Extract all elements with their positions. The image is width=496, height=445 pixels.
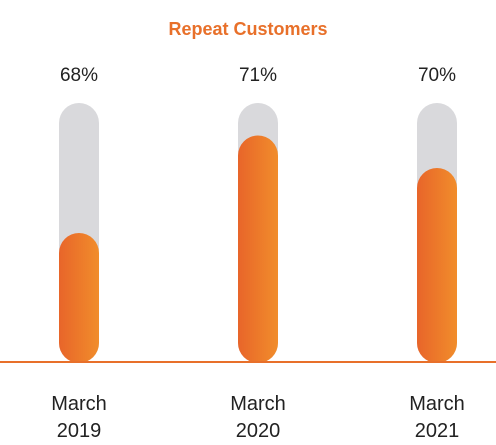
bar — [59, 233, 99, 363]
chart-title: Repeat Customers — [168, 19, 327, 39]
bar — [417, 168, 457, 363]
x-tick-label: March 2021 — [409, 393, 465, 442]
x-tick-label: March 2020 — [230, 393, 286, 442]
value-label: 71% — [239, 65, 277, 86]
value-label: 70% — [418, 65, 456, 86]
bar — [238, 135, 278, 363]
value-label: 68% — [60, 65, 98, 86]
x-tick-label: March 2019 — [51, 393, 107, 442]
